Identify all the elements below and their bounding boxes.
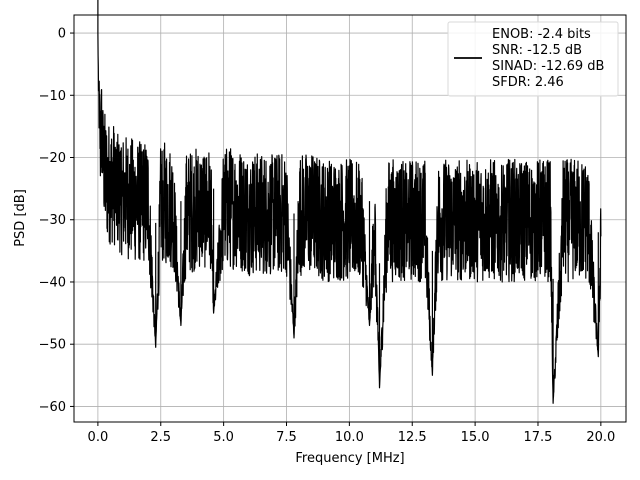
y-tick-label: 0 <box>58 27 66 42</box>
x-tick-label: 20.0 <box>586 430 615 445</box>
y-tick-label: −10 <box>39 89 66 104</box>
x-axis-label: Frequency [MHz] <box>295 451 404 466</box>
legend-text-enob: ENOB: -2.4 bits <box>492 27 591 42</box>
legend-text-sfdr: SFDR: 2.46 <box>492 75 564 90</box>
x-tick-label: 12.5 <box>398 430 427 445</box>
x-tick-label: 5.0 <box>213 430 234 445</box>
y-tick-label: −30 <box>39 213 66 228</box>
legend-text-sinad: SINAD: -12.69 dB <box>492 59 604 74</box>
ticks: 0.0 2.5 5.0 7.5 10.0 12.5 15.0 17.5 20.0 0 −10 −20 −… <box>39 27 616 445</box>
x-tick-label: 7.5 <box>276 430 297 445</box>
psd-series-line <box>97 0 602 404</box>
legend: ENOB: -2.4 bits SNR: -12.5 dB SINAD: -12… <box>447 21 619 97</box>
y-tick-label: −40 <box>39 275 66 290</box>
x-tick-label: 10.0 <box>335 430 364 445</box>
x-tick-label: 17.5 <box>524 430 553 445</box>
x-tick-label: 2.5 <box>150 430 171 445</box>
y-axis-label: PSD [dB] <box>13 189 28 247</box>
legend-text-snr: SNR: -12.5 dB <box>492 43 582 58</box>
axes-frame <box>73 14 627 423</box>
y-tick-label: −60 <box>39 400 66 415</box>
plot-area <box>97 0 602 404</box>
y-tick-label: −50 <box>39 338 66 353</box>
x-tick-label: 15.0 <box>461 430 490 445</box>
legend-box <box>447 21 619 97</box>
y-tick-label: −20 <box>39 151 66 166</box>
x-tick-label: 0.0 <box>88 430 109 445</box>
